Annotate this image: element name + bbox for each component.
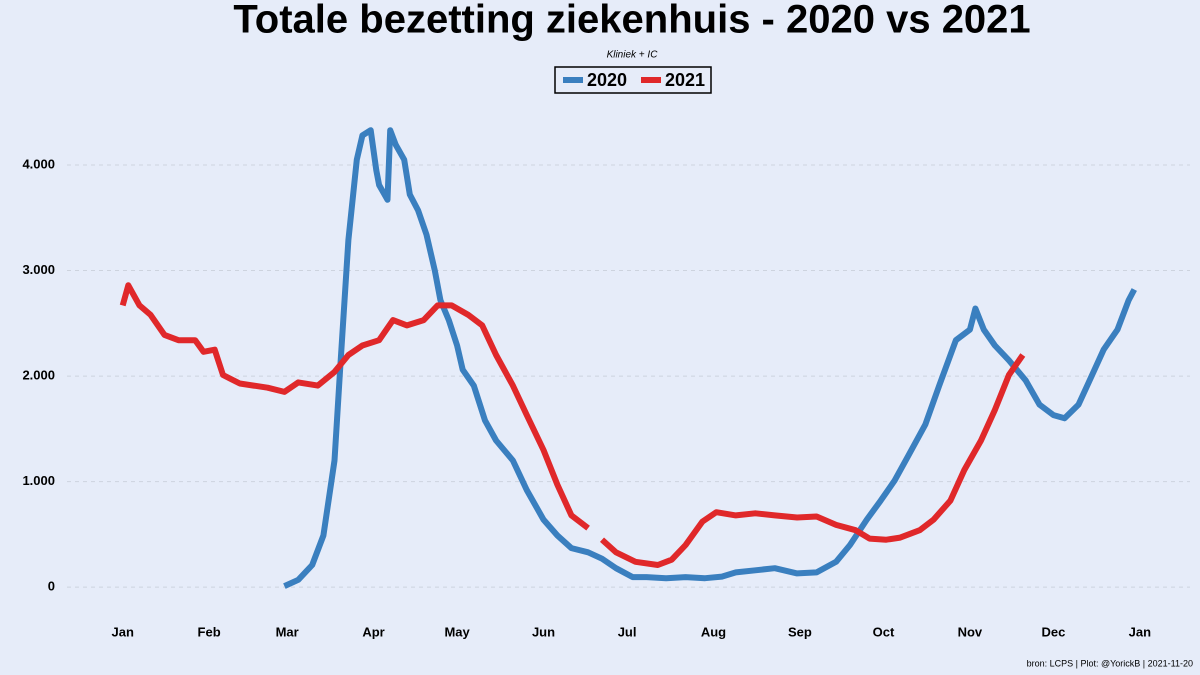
x-tick-label: Oct bbox=[873, 624, 895, 639]
legend-label: 2021 bbox=[665, 70, 705, 90]
caption: bron: LCPS | Plot: @YorickB | 2021-11-20 bbox=[1027, 658, 1193, 668]
y-tick-label: 3.000 bbox=[22, 262, 55, 277]
x-tick-label: Feb bbox=[198, 624, 221, 639]
x-tick-label: Mar bbox=[276, 624, 299, 639]
legend-box bbox=[554, 66, 712, 94]
x-tick-label: Jul bbox=[618, 624, 637, 639]
legend-label: 2020 bbox=[587, 70, 627, 90]
x-tick-label: Dec bbox=[1042, 624, 1066, 639]
x-tick-label: Jun bbox=[532, 624, 555, 639]
x-tick-label: Jan bbox=[112, 624, 134, 639]
chart-subtitle: Kliniek + IC bbox=[607, 50, 659, 61]
series-line bbox=[283, 127, 1137, 589]
y-tick-label: 0 bbox=[48, 579, 55, 594]
x-tick-label: Apr bbox=[362, 624, 384, 639]
x-tick-label: Jan bbox=[1129, 624, 1151, 639]
y-tick-label: 1.000 bbox=[22, 473, 55, 488]
x-tick-label: May bbox=[444, 624, 470, 639]
y-tick-label: 4.000 bbox=[22, 156, 55, 171]
x-tick-label: Nov bbox=[958, 624, 983, 639]
x-tick-label: Sep bbox=[788, 624, 812, 639]
x-tick-label: Aug bbox=[701, 624, 726, 639]
y-tick-label: 2.000 bbox=[22, 368, 55, 383]
chart-title: Totale bezetting ziekenhuis - 2020 vs 20… bbox=[233, 0, 1030, 42]
series-line bbox=[119, 282, 1026, 568]
